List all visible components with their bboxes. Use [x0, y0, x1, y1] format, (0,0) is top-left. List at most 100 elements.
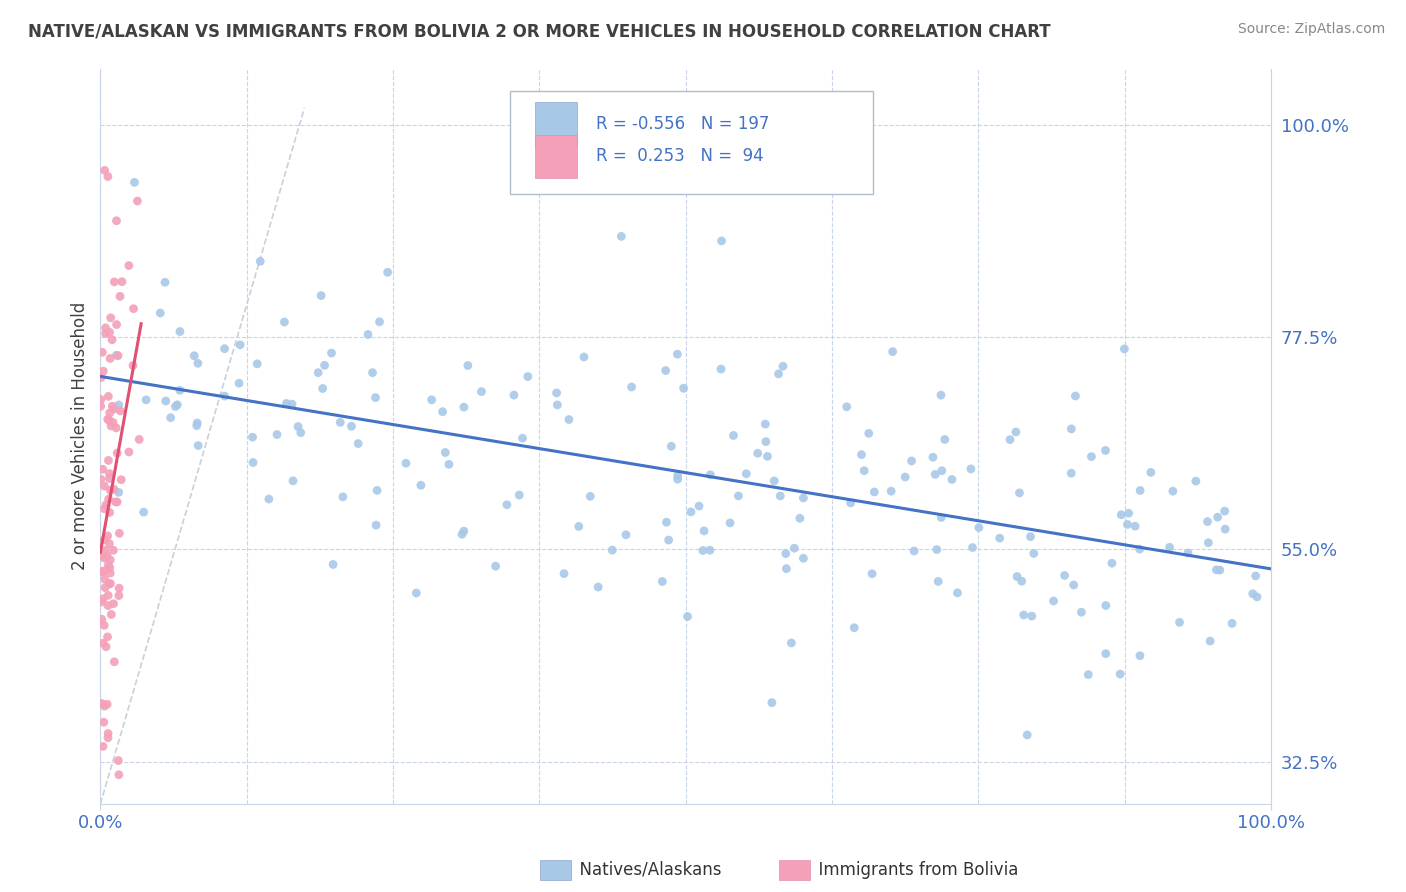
Point [727, 489, 749, 503]
Point [98, 506, 121, 520]
Point [457, 359, 479, 373]
Point [1213, 504, 1236, 518]
Point [761, 696, 783, 710]
Point [516, 369, 538, 384]
Point [610, 229, 633, 244]
Point [929, 510, 952, 524]
Point [1111, 508, 1133, 522]
Point [395, 456, 418, 470]
Point [432, 405, 454, 419]
Point [98, 351, 121, 366]
Point [96, 549, 118, 563]
Point [839, 496, 862, 510]
Point [149, 306, 172, 320]
Point [214, 389, 236, 403]
Point [998, 433, 1021, 447]
Point [860, 566, 883, 581]
Point [169, 325, 191, 339]
Point [98, 406, 121, 420]
Point [340, 419, 363, 434]
Point [281, 397, 304, 411]
Point [903, 544, 925, 558]
Point [1123, 519, 1146, 533]
Point [672, 381, 695, 395]
Point [967, 520, 990, 534]
Point [90, 595, 112, 609]
Point [105, 213, 128, 227]
Point [1118, 506, 1140, 520]
Point [1064, 389, 1087, 403]
Point [692, 543, 714, 558]
Point [688, 499, 710, 513]
Point [900, 454, 922, 468]
Point [91, 591, 114, 606]
Point [792, 491, 814, 505]
Point [132, 505, 155, 519]
Text: NATIVE/ALASKAN VS IMMIGRANTS FROM BOLIVIA 2 OR MORE VEHICLES IN HOUSEHOLD CORREL: NATIVE/ALASKAN VS IMMIGRANTS FROM BOLIVI… [28, 22, 1050, 40]
Point [322, 558, 344, 572]
Point [377, 265, 399, 279]
Point [420, 392, 443, 407]
Point [1140, 466, 1163, 480]
Point [107, 349, 129, 363]
Point [453, 524, 475, 538]
Point [94, 581, 117, 595]
Point [789, 511, 811, 525]
Point [579, 489, 602, 503]
Point [723, 428, 745, 442]
Point [453, 400, 475, 414]
Point [97, 169, 120, 184]
Point [925, 542, 948, 557]
Point [651, 574, 673, 589]
Point [103, 402, 125, 417]
Point [568, 519, 591, 533]
Point [1168, 615, 1191, 630]
Text: Source: ZipAtlas.com: Source: ZipAtlas.com [1237, 22, 1385, 37]
Point [100, 310, 122, 325]
Point [166, 398, 188, 412]
Point [98, 553, 121, 567]
Point [710, 234, 733, 248]
Point [1199, 634, 1222, 648]
Point [91, 549, 114, 564]
Point [290, 425, 312, 440]
Point [124, 175, 146, 189]
Point [1063, 578, 1085, 592]
Point [98, 413, 121, 427]
FancyBboxPatch shape [534, 103, 576, 145]
Point [105, 421, 128, 435]
Point [470, 384, 492, 399]
Point [1060, 422, 1083, 436]
Point [1244, 569, 1267, 583]
Point [108, 589, 131, 603]
Point [1205, 563, 1227, 577]
Point [94, 498, 117, 512]
Point [659, 439, 682, 453]
Point [111, 275, 134, 289]
Point [108, 526, 131, 541]
Point [242, 430, 264, 444]
Point [93, 699, 115, 714]
Point [94, 572, 117, 586]
Point [91, 739, 114, 754]
Point [229, 338, 252, 352]
Point [249, 254, 271, 268]
Point [311, 382, 333, 396]
Point [96, 698, 118, 712]
Point [512, 431, 534, 445]
Point [97, 412, 120, 426]
Point [1129, 483, 1152, 498]
Point [127, 194, 149, 208]
Point [364, 391, 387, 405]
Point [1094, 647, 1116, 661]
Point [242, 456, 264, 470]
Point [693, 524, 716, 538]
Point [1159, 541, 1181, 555]
Point [91, 364, 114, 378]
Point [754, 417, 776, 431]
Point [666, 347, 689, 361]
Point [1005, 425, 1028, 439]
Point [851, 448, 873, 462]
Point [118, 259, 141, 273]
Point [941, 473, 963, 487]
